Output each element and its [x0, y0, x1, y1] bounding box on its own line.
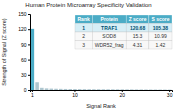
bar: [64, 89, 68, 90]
table-header: Z score: [129, 16, 147, 22]
bar: [163, 89, 167, 90]
table-cell-bg: [149, 24, 172, 33]
tick-label: 30: [21, 72, 27, 78]
table-cell: 1: [82, 25, 85, 31]
table-cell: 1.42: [156, 42, 166, 48]
bar: [92, 89, 96, 90]
bar: [139, 89, 143, 90]
table-cell: 2: [82, 33, 85, 39]
bar: [116, 89, 120, 90]
bar: [135, 89, 139, 90]
table-cell-bg: [92, 41, 126, 50]
y-axis: 0 30 60 90 120 150: [18, 11, 30, 93]
tick-label: 60: [21, 57, 27, 63]
tick: 0: [24, 87, 30, 93]
table-header: Rank: [77, 16, 89, 22]
bar: [149, 89, 153, 90]
table-cell-bg: [149, 41, 172, 50]
x-axis: 1 10 20 30: [31, 90, 173, 98]
bar: [130, 89, 134, 90]
bar: [158, 89, 162, 90]
tick-mark: [28, 90, 30, 91]
bar: [87, 89, 91, 90]
bar: [73, 89, 77, 90]
tick-label: 0: [24, 87, 27, 93]
table-cell: TRAF1: [101, 25, 117, 31]
bar: [97, 89, 101, 90]
tick: 30: [167, 90, 173, 98]
x-axis-title: Signal Rank: [86, 103, 116, 109]
bar: [31, 29, 35, 90]
table-cell: SOD8: [102, 33, 116, 39]
chart: 0 30 60 90 120 150 1 10 20 30 Human Protein Microa…: [0, 0, 177, 110]
table-cell-bg: [149, 32, 172, 41]
bar: [35, 82, 39, 90]
bar: [154, 89, 158, 90]
bar: [68, 89, 72, 90]
tick-mark: [28, 44, 30, 45]
tick-mark: [28, 75, 30, 76]
tick-mark: [28, 60, 30, 61]
tick-label: 1: [31, 92, 34, 98]
tick: 90: [21, 42, 30, 48]
y-axis-title: Strength of Signal (Z score): [1, 18, 7, 85]
bars: [31, 29, 172, 90]
tick-label: 20: [120, 92, 126, 98]
tick: 10: [72, 90, 78, 98]
bar: [168, 89, 172, 90]
table-cell: 15.3: [133, 33, 143, 39]
bar: [54, 89, 58, 90]
tick-label: 10: [72, 92, 78, 98]
tick: 1: [31, 90, 34, 98]
tick-label: 90: [21, 42, 27, 48]
table-cell: 4.31: [133, 42, 143, 48]
tick-label: 150: [18, 11, 27, 17]
bar: [50, 89, 54, 90]
bar: [106, 89, 110, 90]
table-cell: WDR52_frag: [95, 42, 124, 48]
table-header: S score: [151, 16, 169, 22]
bar: [102, 89, 106, 90]
tick: 30: [21, 72, 30, 78]
tick-mark: [28, 14, 30, 15]
axis-line: [31, 91, 173, 93]
tick-label: 120: [18, 26, 27, 32]
table-cell-bg: [149, 15, 172, 24]
tick: 20: [120, 90, 126, 98]
table-cell-bg: [75, 24, 92, 33]
bar: [125, 89, 129, 90]
table-cell-bg: [92, 15, 126, 24]
bar: [78, 89, 82, 90]
tick: 150: [18, 11, 30, 17]
table-cell-bg: [92, 32, 126, 41]
table-header: Protein: [101, 16, 118, 22]
table-cell-bg: [126, 32, 149, 41]
table-cell: 120.68: [130, 25, 146, 31]
table-cell-bg: [92, 24, 126, 33]
table-cell-bg: [126, 41, 149, 50]
table: Rank Protein Z score S score 1 TRAF1 120.68 105…: [75, 15, 172, 49]
table-cell-bg: [75, 15, 92, 24]
bar: [40, 88, 44, 90]
tick-mark: [28, 29, 30, 30]
axis-line: [28, 15, 31, 91]
bar: [59, 89, 63, 90]
tick: 60: [21, 57, 30, 63]
table-cell-bg: [126, 24, 149, 33]
table-cell: 105.38: [153, 25, 169, 31]
tick: 120: [18, 26, 30, 32]
bar: [111, 89, 115, 90]
bar: [45, 88, 49, 90]
bar: [83, 89, 87, 90]
table-cell-bg: [75, 41, 92, 50]
bar: [144, 89, 148, 90]
table-cell: 3: [82, 42, 85, 48]
bar: [121, 89, 125, 90]
tick-label: 30: [167, 92, 173, 98]
title: Human Protein Microarray Specificity Val…: [25, 2, 151, 8]
table-cell: 10.99: [154, 33, 167, 39]
table-cell-bg: [75, 32, 92, 41]
table-cell-bg: [126, 15, 149, 24]
